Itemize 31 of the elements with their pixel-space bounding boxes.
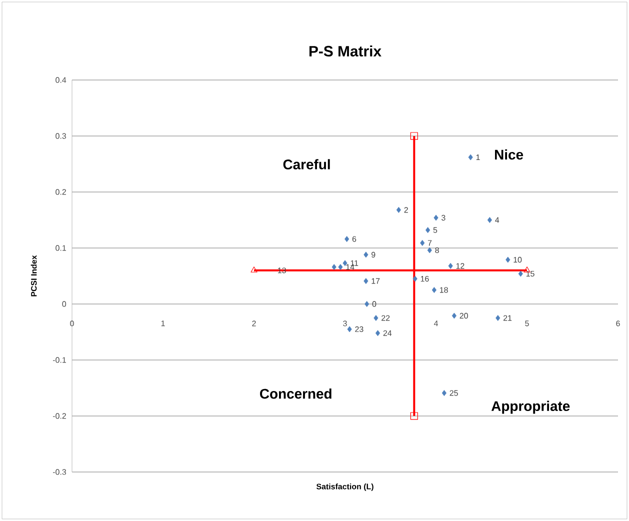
annotation: Appropriate — [491, 400, 570, 414]
point — [338, 264, 343, 270]
point — [344, 236, 350, 242]
point — [347, 326, 352, 332]
point — [396, 206, 401, 213]
point — [442, 390, 446, 396]
point — [487, 217, 492, 223]
point — [332, 264, 336, 270]
point — [518, 270, 523, 277]
chart-title: P-S Matrix — [309, 46, 382, 56]
point — [426, 227, 430, 234]
point — [506, 256, 510, 263]
point — [410, 132, 418, 140]
point — [468, 154, 473, 160]
point — [374, 315, 378, 321]
point — [364, 301, 370, 307]
point — [448, 262, 453, 269]
point — [452, 312, 456, 319]
point — [432, 287, 436, 293]
point — [434, 214, 438, 221]
point — [420, 240, 425, 246]
annotation: Nice — [495, 149, 524, 160]
point — [364, 278, 368, 284]
point — [375, 330, 380, 336]
point — [410, 412, 418, 420]
point — [364, 252, 368, 258]
annotation: Careful — [283, 159, 330, 170]
point — [427, 247, 432, 254]
annotation: Concerned — [260, 388, 332, 399]
point — [496, 315, 500, 321]
point — [412, 276, 418, 282]
